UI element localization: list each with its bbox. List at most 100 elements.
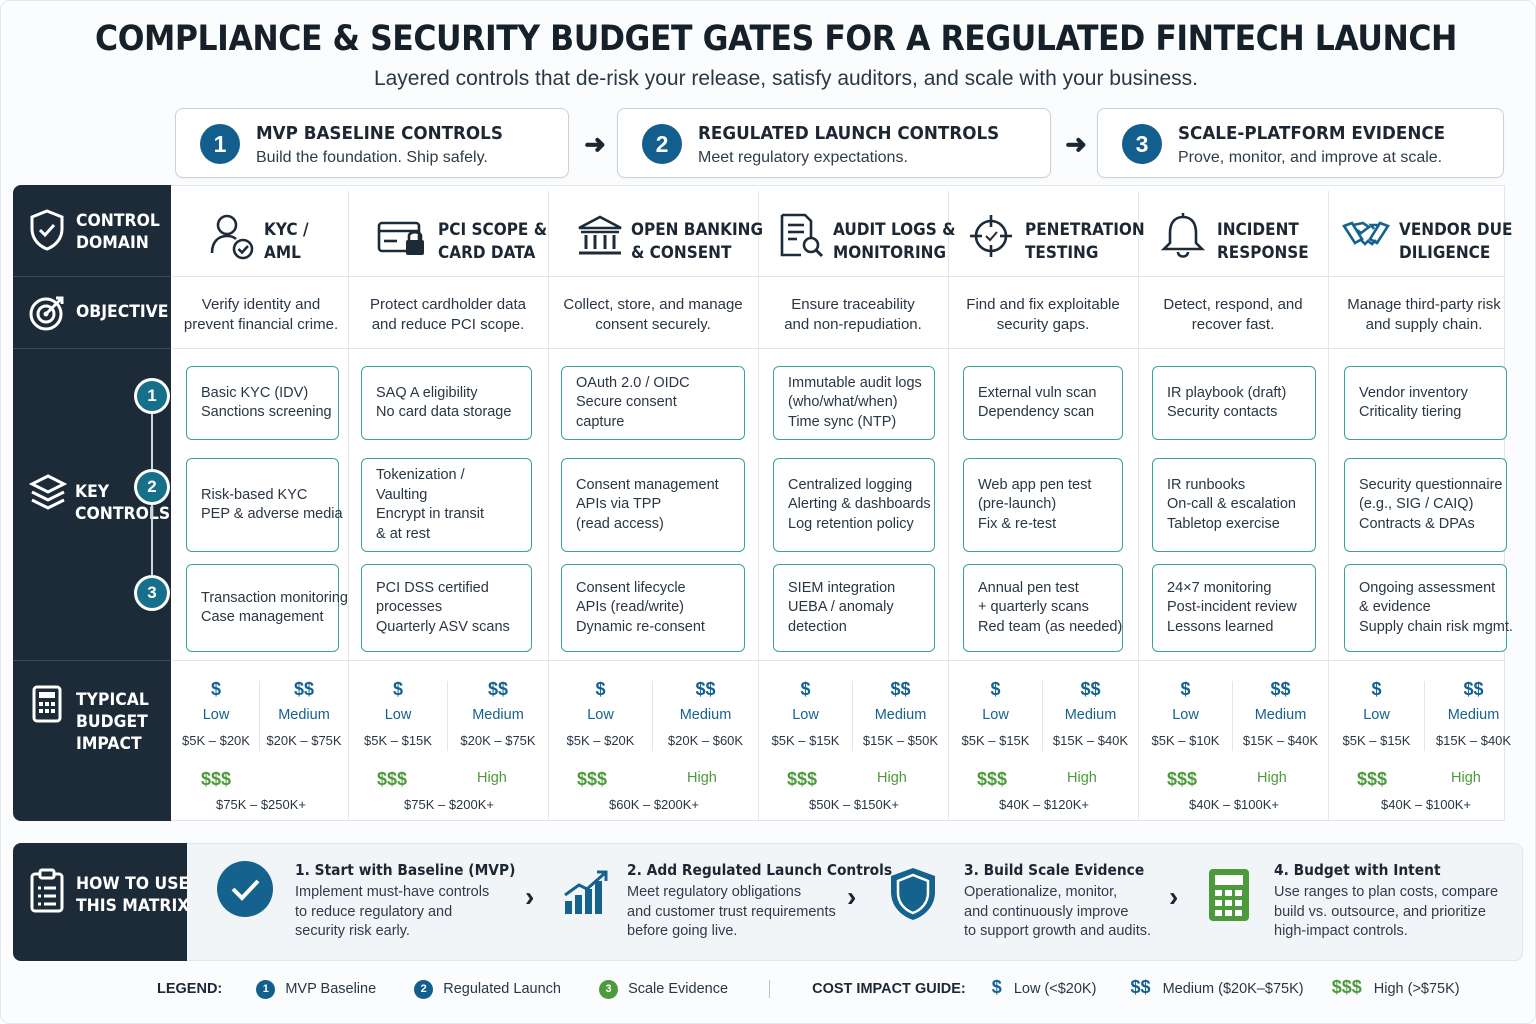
budget-low-symbol: $ (1180, 679, 1191, 699)
budget-low-range: $5K – $20K (182, 733, 250, 748)
phase-title: REGULATED LAUNCH CONTROLS (698, 123, 1000, 144)
column-title: KYC / AML (264, 220, 309, 263)
budget-low-range: $5K – $10K (1151, 733, 1220, 748)
row-label-objective: OBJECTIVE (76, 302, 169, 322)
budget-medium-symbol: $$ (890, 679, 911, 699)
budget-medium-range: $15K – $40K (1435, 733, 1512, 748)
row-divider (13, 348, 1505, 349)
budget-medium-label: Medium (679, 707, 732, 723)
control-item: processes (376, 599, 443, 616)
legend-label: LEGEND: (157, 981, 223, 997)
objective-kyc-aml: Verify identity and prevent financial cri… (183, 296, 339, 333)
budget-high-range: $40K – $100K+ (1189, 797, 1279, 812)
sidebar-divider (13, 660, 171, 661)
control-item: Secure consent (576, 394, 677, 411)
step-2-marker: 2 (134, 469, 170, 505)
budget-high-symbol: $$$ (1357, 769, 1388, 789)
chevron-right-icon: › (847, 881, 857, 912)
budget-low-symbol: $ (1371, 679, 1382, 699)
row-label-budget: TYPICAL BUDGET IMPACT (76, 690, 149, 754)
chevron-right-icon: › (525, 881, 535, 912)
bank-icon (575, 211, 625, 261)
budget-high-range: $75K – $200K+ (404, 797, 494, 812)
budget-high-symbol: $$$ (577, 769, 608, 789)
phase-card-scale: 3 SCALE-PLATFORM EVIDENCE Prove, monitor… (1097, 108, 1504, 178)
control-item: Vendor inventory (1359, 384, 1468, 401)
control-item: SAQ A eligibility (376, 384, 478, 401)
budget-high-range: $40K – $120K+ (999, 797, 1089, 812)
budget-low-range: $5K – $20K (566, 733, 635, 748)
bell-icon (1159, 211, 1209, 261)
control-box: Consent management APIs via TPP (read acce… (561, 458, 745, 552)
control-item: On-call & escalation (1167, 496, 1296, 513)
control-box: External vuln scan Dependency scan (963, 366, 1123, 440)
column-title: VENDOR DUE DILIGENCE (1399, 220, 1513, 263)
control-item: Security questionnaire (1359, 476, 1503, 493)
control-box: SAQ A eligibility No card data storage (361, 366, 532, 440)
budget-medium-symbol: $$ (1080, 679, 1101, 699)
cost-item-low: Low (<$20K) (1013, 981, 1097, 997)
legend-marker-1: 1 (256, 979, 276, 999)
budget-low-label: Low (792, 707, 819, 723)
control-item: Alerting & dashboards (788, 496, 931, 513)
control-item: Case management (201, 609, 324, 625)
calculator-icon (1207, 867, 1251, 928)
budget-medium-range: $15K – $40K (1242, 733, 1319, 748)
budget-medium-range: $15K – $50K (862, 733, 939, 748)
control-item: Log retention policy (788, 515, 914, 532)
column-title: AUDIT LOGS & MONITORING (833, 220, 956, 263)
budget-divider (259, 681, 260, 751)
budget-high-label: High (1451, 770, 1481, 786)
control-item: Transaction monitoring (201, 589, 348, 606)
budget-medium-symbol: $$ (293, 679, 315, 699)
handshake-icon (1341, 211, 1391, 261)
identity-check-icon (207, 211, 257, 261)
budget-high-label: High (1257, 770, 1287, 786)
page-subtitle: Layered controls that de-risk your relea… (373, 67, 1199, 90)
control-item: (pre-launch) (978, 496, 1057, 513)
control-item: Tabletop exercise (1167, 515, 1280, 532)
control-box: Security questionnaire (e.g., SIG / CAIQ)… (1344, 458, 1507, 552)
calculator-icon (31, 684, 63, 729)
budget-divider (1232, 681, 1233, 751)
clipboard-icon (29, 868, 65, 919)
growth-chart-icon (561, 867, 611, 922)
budget-high-label: High (1067, 770, 1097, 786)
budget-high-range: $40K – $100K+ (1381, 797, 1471, 812)
budget-medium-symbol: $$ (487, 679, 509, 699)
control-item: Sanctions screening (201, 404, 332, 420)
budget-high-symbol: $$$ (977, 769, 1008, 789)
control-item: IR playbook (draft) (1167, 384, 1287, 401)
legend-marker-2: 2 (414, 979, 434, 999)
phase-subtitle: Build the foundation. Ship safely. (256, 149, 488, 166)
phase-title: MVP BASELINE CONTROLS (256, 123, 503, 144)
budget-medium-range: $20K – $60K (667, 733, 744, 748)
budget-medium-label: Medium (1254, 707, 1307, 723)
budget-medium-label: Medium (874, 707, 927, 723)
budget-low-range: $5K – $15K (961, 733, 1030, 748)
control-box: Transaction monitoring Case management (186, 564, 348, 652)
checkmark-circle-icon (216, 860, 274, 923)
column-header-kyc-aml: KYC / AML (207, 191, 345, 275)
phase-number: 2 (642, 124, 682, 164)
step-3-marker: 3 (134, 575, 170, 611)
column-header-pen-testing: PENETRATION TESTING (967, 191, 1145, 275)
budget-medium-symbol: $$ (695, 679, 716, 699)
control-item: PEP & adverse media (201, 506, 343, 522)
control-box: Centralized logging Alerting & dashboards… (773, 458, 935, 552)
control-box: PCI DSS certified processes Quarterly ASV … (361, 564, 532, 652)
legend-item-mvp: MVP Baseline (285, 981, 377, 997)
budget-divider (1424, 681, 1425, 751)
objective-open-banking: Collect, store, and manage consent secure… (563, 296, 743, 333)
control-box: IR runbooks On-call & escalation Tabletop … (1152, 458, 1316, 552)
control-box: Basic KYC (IDV) Sanctions screening (186, 366, 339, 440)
control-item: SIEM integration (788, 579, 896, 596)
control-box: Consent lifecycle APIs (read/write) Dynami… (561, 564, 745, 652)
how-to-sidebar (13, 843, 187, 961)
control-item: 24×7 monitoring (1167, 579, 1272, 596)
budget-high-range: $50K – $150K+ (809, 797, 899, 812)
arrow-right-icon: ➜ (584, 129, 606, 159)
budget-low-label: Low (1172, 707, 1199, 723)
budget-high-label: High (477, 770, 507, 786)
